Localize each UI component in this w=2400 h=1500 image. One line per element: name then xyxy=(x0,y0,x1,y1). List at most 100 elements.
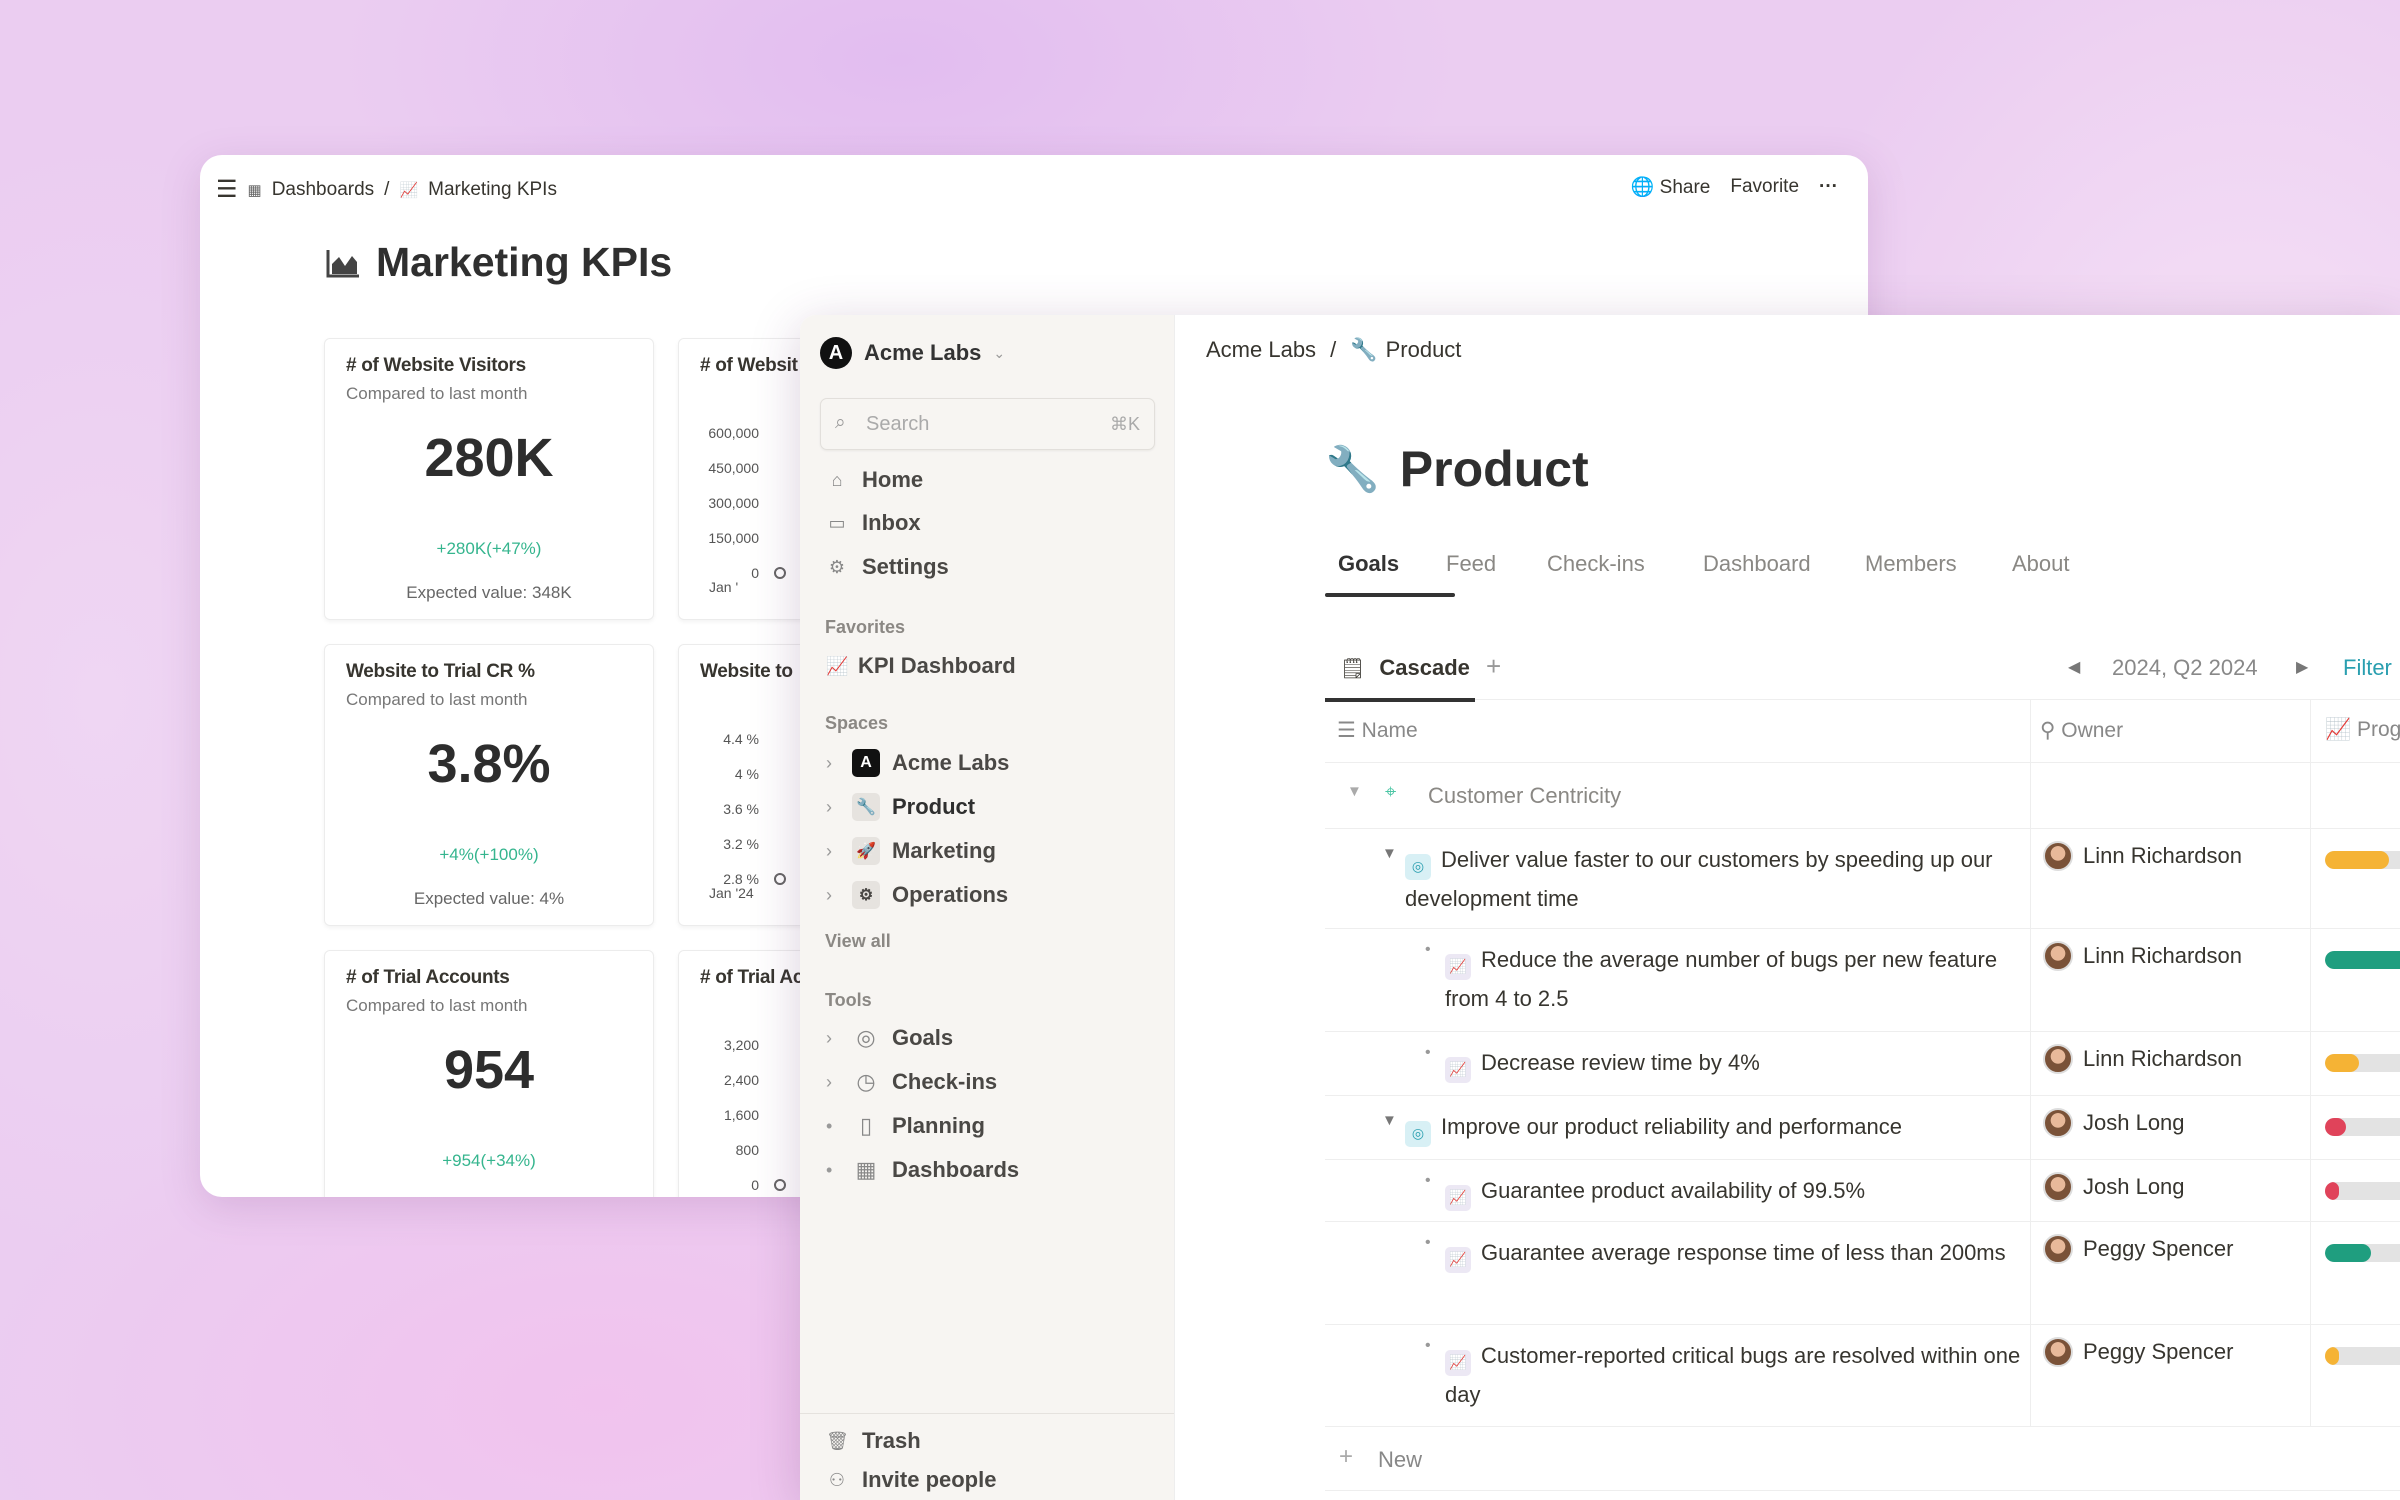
table-row[interactable]: • 📈 Reduce the average number of bugs per… xyxy=(1325,929,2400,1032)
chart-card-title: # of Websit xyxy=(700,355,798,376)
tab-goals[interactable]: Goals xyxy=(1338,551,1400,576)
kpi-card[interactable]: Website to Trial CR % Compared to last m… xyxy=(324,644,654,926)
collapse-triangle-icon[interactable]: ▼ xyxy=(1347,783,1362,800)
table-row[interactable]: ▼ ◎ Deliver value faster to our customers… xyxy=(1325,829,2400,929)
owner-cell[interactable]: Linn Richardson xyxy=(2043,1044,2242,1074)
wrench-icon: 🔧 xyxy=(1325,445,1380,494)
next-period-button[interactable]: ▶ xyxy=(2296,659,2309,676)
sidebar-tool-planning[interactable]: • ▯ Planning xyxy=(826,1113,985,1139)
owner-cell[interactable]: Peggy Spencer xyxy=(2043,1234,2233,1264)
share-label: Share xyxy=(1659,177,1711,198)
sidebar-tool-goals[interactable]: › ◎ Goals xyxy=(826,1025,953,1051)
breadcrumb-separator: / xyxy=(384,178,390,200)
kpi-card[interactable]: # of Website Visitors Compared to last m… xyxy=(324,338,654,620)
tab-members[interactable]: Members xyxy=(1865,551,1957,576)
view-tab-cascade[interactable]: 🗒 Cascade xyxy=(1340,655,1470,681)
tab-feed[interactable]: Feed xyxy=(1446,551,1497,576)
chevron-right-icon[interactable]: › xyxy=(826,840,832,861)
table-row[interactable]: • 📈 Guarantee average response time of le… xyxy=(1325,1222,2400,1325)
goal-name-cell[interactable]: 📈 Decrease review time by 4% xyxy=(1445,1044,2025,1083)
owner-cell[interactable]: Peggy Spencer xyxy=(2043,1337,2233,1367)
kpi-chart-icon: 📈 xyxy=(1445,953,1471,980)
breadcrumb-acme-labs[interactable]: Acme Labs xyxy=(1206,337,1317,362)
breadcrumb-product[interactable]: Product xyxy=(1385,337,1462,362)
gear-icon: ⚙ xyxy=(852,881,880,909)
group-row[interactable]: ▼ ⌖ Customer Centricity xyxy=(1325,763,2400,829)
goal-name: Guarantee product availability of 99.5% xyxy=(1481,1178,1866,1203)
owner-cell[interactable]: Linn Richardson xyxy=(2043,941,2242,971)
table-header: ☰ Name ⚲ Owner 📈 Prog xyxy=(1325,700,2400,763)
collapse-triangle-icon[interactable]: ▼ xyxy=(1382,1112,1397,1129)
chevron-right-icon[interactable]: › xyxy=(826,1027,832,1048)
owner-name: Linn Richardson xyxy=(2083,843,2242,868)
owner-cell[interactable]: Josh Long xyxy=(2043,1108,2185,1138)
sidebar-item-settings[interactable]: ⚙ Settings xyxy=(826,554,949,580)
sidebar-item-kpi-dashboard[interactable]: 📈 KPI Dashboard xyxy=(826,653,1016,679)
collapse-triangle-icon[interactable]: ▼ xyxy=(1382,845,1397,862)
filter-button[interactable]: Filter xyxy=(2343,655,2392,680)
table-row[interactable]: • 📈 Decrease review time by 4% Linn Richa… xyxy=(1325,1032,2400,1096)
sidebar: A Acme Labs ⌄ ⌕ Search ⌘K ⌂ Home ▭ Inbox ⚙ Se… xyxy=(800,315,1175,1500)
chevron-right-icon[interactable]: › xyxy=(826,752,832,773)
sidebar-space-operations[interactable]: › ⚙ Operations xyxy=(826,881,1008,909)
goal-name-cell[interactable]: 📈 Guarantee product availability of 99.5% xyxy=(1445,1172,2025,1211)
trash-label: Trash xyxy=(862,1428,921,1453)
sidebar-space-acme-labs[interactable]: › A Acme Labs xyxy=(826,749,1009,777)
goal-name-cell[interactable]: 📈 Reduce the average number of bugs per n… xyxy=(1445,941,2025,1017)
list-icon: 🗒 xyxy=(1340,657,1366,680)
new-row-button[interactable]: + New xyxy=(1325,1427,2400,1491)
chevron-right-icon[interactable]: › xyxy=(826,796,832,817)
chevron-right-icon[interactable]: › xyxy=(826,1071,832,1092)
chevron-right-icon[interactable]: › xyxy=(826,884,832,905)
tab-dashboard[interactable]: Dashboard xyxy=(1703,551,1811,576)
tab-about[interactable]: About xyxy=(2012,551,2070,576)
table-row[interactable]: • 📈 Guarantee product availability of 99.… xyxy=(1325,1160,2400,1222)
table-row[interactable]: • 📈 Customer-reported critical bugs are r… xyxy=(1325,1325,2400,1427)
kpi-card-title: Website to Trial CR % xyxy=(346,661,535,682)
sidebar-space-product[interactable]: › 🔧 Product xyxy=(826,793,975,821)
invite-user-icon: ⚇ xyxy=(828,1469,846,1490)
progress-header-label: Prog xyxy=(2357,718,2400,741)
more-options-button[interactable]: ··· xyxy=(1819,176,1838,197)
view-all-link[interactable]: View all xyxy=(825,931,891,951)
breadcrumb-marketing-kpis[interactable]: Marketing KPIs xyxy=(428,178,557,200)
sidebar-item-invite-people[interactable]: ⚇ Invite people xyxy=(826,1467,997,1493)
sidebar-space-marketing[interactable]: › 🚀 Marketing xyxy=(826,837,996,865)
previous-period-button[interactable]: ◀ xyxy=(2068,659,2081,676)
owner-column-header[interactable]: ⚲ Owner xyxy=(2040,718,2123,743)
chart-icon xyxy=(326,249,359,277)
goal-name-cell[interactable]: 📈 Guarantee average response time of less… xyxy=(1445,1234,2025,1273)
owner-cell[interactable]: Josh Long xyxy=(2043,1172,2185,1202)
favorite-button[interactable]: Favorite xyxy=(1730,176,1800,197)
table-row[interactable]: ▼ ◎ Improve our product reliability and p… xyxy=(1325,1096,2400,1160)
bullet-icon: • xyxy=(1425,1044,1431,1061)
sidebar-tool-check-ins[interactable]: › ◷ Check-ins xyxy=(826,1069,997,1095)
chart-card-title: Website to xyxy=(700,661,793,682)
workspace-switcher[interactable]: A Acme Labs ⌄ xyxy=(820,337,1005,369)
goal-name-cell[interactable]: 📈 Customer-reported critical bugs are res… xyxy=(1445,1337,2025,1413)
add-view-button[interactable]: + xyxy=(1486,651,1502,681)
sidebar-item-trash[interactable]: 🗑 Trash xyxy=(826,1428,921,1454)
sidebar-tool-dashboards[interactable]: • ▦ Dashboards xyxy=(826,1157,1019,1183)
inbox-icon: ▭ xyxy=(828,512,846,533)
progress-column-header[interactable]: 📈 Prog xyxy=(2325,718,2400,742)
share-button[interactable]: 🌐 Share xyxy=(1631,175,1711,199)
menu-icon[interactable]: ☰ xyxy=(216,176,238,203)
y-axis-tick: 0 xyxy=(751,565,759,581)
search-input[interactable]: ⌕ Search ⌘K xyxy=(820,398,1155,450)
goal-name-cell[interactable]: ◎ Deliver value faster to our customers b… xyxy=(1405,841,2025,917)
goal-name-cell[interactable]: ◎ Improve our product reliability and per… xyxy=(1405,1108,2025,1147)
name-column-header[interactable]: ☰ Name xyxy=(1337,718,1418,743)
breadcrumb-dashboards[interactable]: Dashboards xyxy=(271,178,375,200)
sidebar-item-home[interactable]: ⌂ Home xyxy=(826,467,924,493)
kpi-card[interactable]: # of Trial Accounts Compared to last mon… xyxy=(324,950,654,1197)
tab-check-ins[interactable]: Check-ins xyxy=(1547,551,1645,576)
kpi-card-subtitle: Compared to last month xyxy=(346,384,528,403)
breadcrumb: ☰ ▦ Dashboards / 📈 Marketing KPIs xyxy=(216,175,557,204)
owner-cell[interactable]: Linn Richardson xyxy=(2043,841,2242,871)
y-axis-tick: 1,600 xyxy=(723,1107,759,1123)
avatar xyxy=(2043,1234,2073,1264)
product-window: A Acme Labs ⌄ ⌕ Search ⌘K ⌂ Home ▭ Inbox ⚙ Se… xyxy=(800,315,2400,1500)
progress-fill xyxy=(2325,1182,2340,1200)
sidebar-item-inbox[interactable]: ▭ Inbox xyxy=(826,510,920,536)
